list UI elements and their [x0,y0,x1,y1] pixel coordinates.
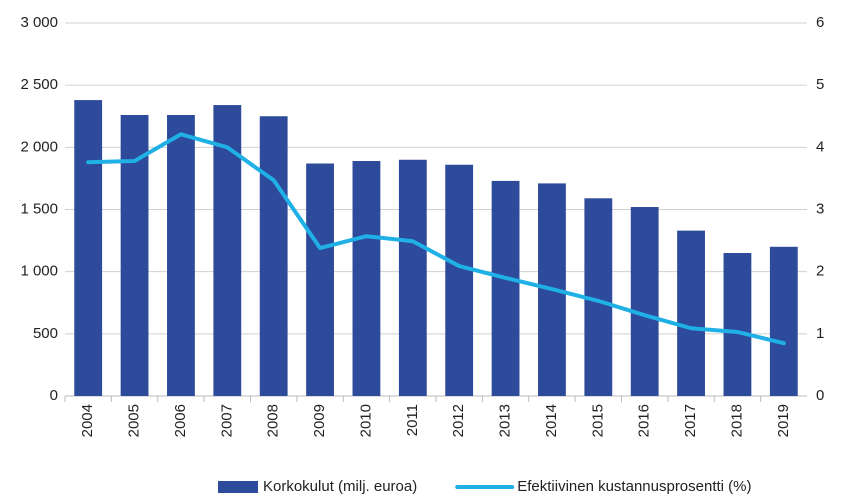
x-tick-label: 2007 [218,404,235,437]
x-tick-label: 2010 [357,404,374,437]
x-tick-label: 2015 [589,404,606,437]
y2-tick-label: 5 [816,76,824,93]
y-tick-label: 1 000 [20,263,58,280]
x-tick-label: 2013 [497,404,514,437]
y2-tick-label: 4 [816,138,824,155]
x-tick-label: 2014 [543,404,560,437]
bar [769,246,798,396]
legend-label: Efektiivinen kustannusprosentti (%) [517,478,751,495]
y-tick-label: 1 500 [20,200,58,217]
bar [306,163,334,396]
x-tick-label: 2008 [265,404,282,437]
y-tick-label: 0 [50,387,58,404]
y2-tick-label: 6 [816,14,824,31]
y2-tick-label: 2 [816,263,824,280]
x-tick-label: 2018 [728,404,745,437]
x-tick-label: 2009 [311,404,328,437]
y-tick-label: 2 500 [20,76,58,93]
bar [352,161,381,396]
bar [491,180,520,396]
bar [723,253,752,396]
legend-label: Korkokulut (milj. euroa) [263,478,417,495]
x-tick-label: 2004 [79,404,96,437]
x-tick-label: 2006 [172,404,189,437]
x-tick-label: 2019 [775,404,792,437]
x-tick-label: 2011 [404,404,421,436]
y-tick-label: 500 [33,325,58,342]
bar [259,116,288,396]
bar [445,164,474,396]
y-tick-label: 2 000 [20,138,58,155]
bar [398,159,427,396]
y-tick-label: 3 000 [20,14,58,31]
y2-tick-label: 3 [816,200,824,217]
bar [630,207,659,396]
bar [677,230,705,396]
bar [167,115,195,397]
bar [74,100,103,396]
x-tick-label: 2005 [126,404,143,437]
y2-tick-label: 1 [816,325,824,342]
x-tick-label: 2016 [636,404,653,437]
line [86,132,786,346]
x-tick-label: 2017 [682,404,699,437]
x-tick-label: 2012 [450,404,467,437]
y2-tick-label: 0 [816,387,824,404]
legend-swatch [218,481,258,493]
